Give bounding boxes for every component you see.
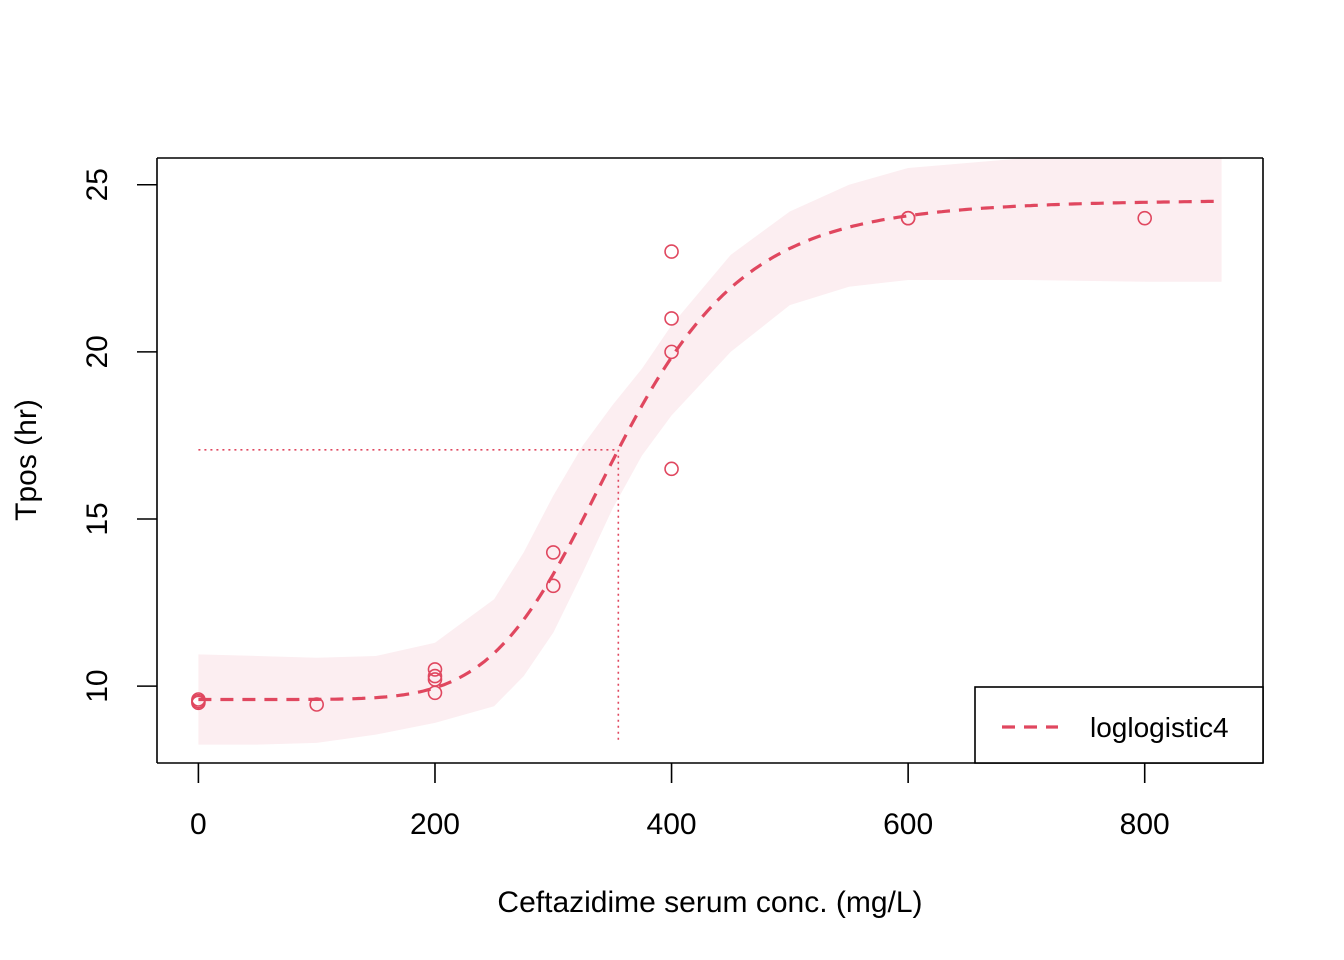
x-tick-label: 200	[410, 808, 460, 841]
x-tick-label: 600	[883, 808, 933, 841]
data-point	[545, 545, 561, 560]
y-axis-label: Tpos (hr)	[10, 399, 43, 521]
x-tick-label: 400	[647, 808, 697, 841]
y-tick-label: 10	[81, 669, 114, 702]
data-point	[427, 672, 443, 687]
confidence-band	[198, 158, 1222, 745]
ed50-marker-layer	[198, 449, 620, 740]
y-tick-label: 25	[81, 168, 114, 201]
data-point	[427, 668, 443, 684]
fit-curve-loglogistic4	[198, 199, 1222, 702]
data-point	[900, 210, 916, 226]
fit-curve-layer	[198, 199, 1222, 702]
data-point	[191, 692, 206, 707]
y-tick-label: 20	[81, 335, 114, 368]
confidence-band-layer	[198, 158, 1222, 745]
axes-layer: 0 200 400 600 800 10 15 20 25	[81, 157, 1264, 841]
x-tick-label: 800	[1120, 808, 1170, 841]
data-point	[664, 461, 679, 477]
data-points-layer	[191, 210, 1153, 712]
data-point	[664, 244, 679, 259]
data-point	[427, 662, 443, 677]
y-tick-label: 15	[81, 502, 114, 535]
data-point	[545, 578, 561, 594]
legend-label-loglogistic4: loglogistic4	[1090, 712, 1229, 743]
legend: loglogistic4	[974, 686, 1264, 764]
data-point	[1137, 210, 1153, 226]
legend-box	[974, 686, 1264, 764]
x-tick-label: 0	[190, 808, 207, 841]
data-point	[309, 697, 324, 712]
data-point	[664, 311, 679, 326]
data-point	[664, 344, 679, 360]
x-axis-label: Ceftazidime serum conc. (mg/L)	[497, 886, 922, 919]
